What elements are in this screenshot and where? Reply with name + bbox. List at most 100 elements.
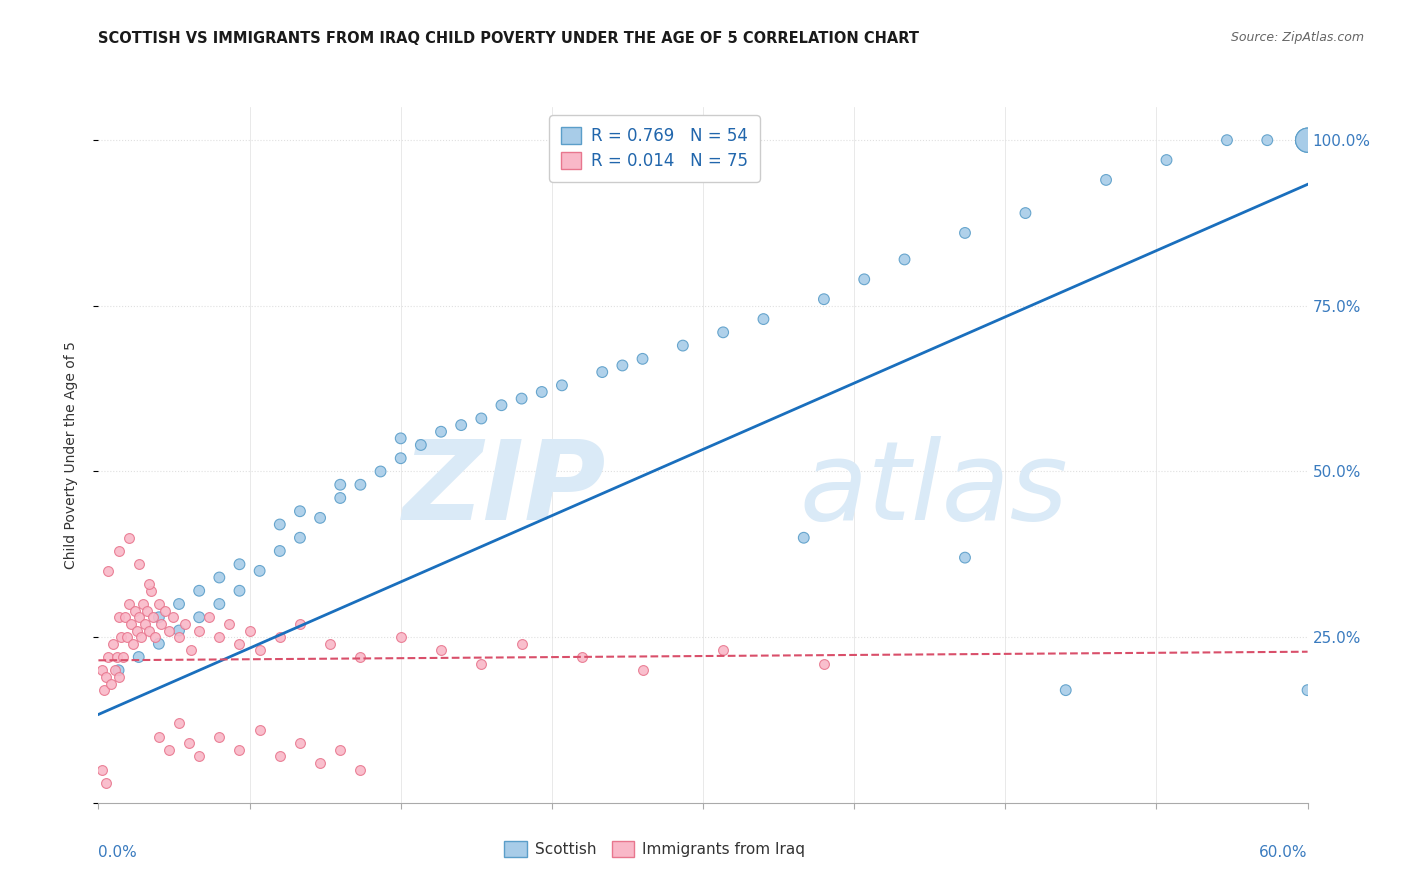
Point bbox=[228, 583, 250, 598]
Point bbox=[953, 550, 976, 565]
Point bbox=[107, 544, 129, 558]
Point bbox=[389, 431, 412, 445]
Point bbox=[167, 630, 190, 644]
Point bbox=[551, 378, 574, 392]
Text: ZIP: ZIP bbox=[402, 436, 606, 543]
Point bbox=[162, 610, 184, 624]
Point bbox=[409, 438, 432, 452]
Point bbox=[591, 365, 613, 379]
Point bbox=[149, 616, 172, 631]
Point bbox=[319, 637, 342, 651]
Point bbox=[249, 723, 271, 737]
Point bbox=[124, 604, 146, 618]
Point bbox=[91, 763, 114, 777]
Point bbox=[228, 558, 250, 572]
Point bbox=[107, 663, 129, 677]
Point bbox=[813, 657, 835, 671]
Point bbox=[329, 491, 352, 505]
Point bbox=[97, 564, 120, 578]
Point bbox=[1296, 133, 1319, 147]
Point bbox=[218, 616, 240, 631]
Point bbox=[143, 630, 166, 644]
Point bbox=[309, 511, 332, 525]
Point bbox=[115, 630, 138, 644]
Point bbox=[571, 650, 593, 665]
Point bbox=[167, 624, 190, 638]
Point bbox=[180, 643, 202, 657]
Point bbox=[138, 577, 160, 591]
Point bbox=[103, 663, 125, 677]
Point bbox=[430, 643, 453, 657]
Point bbox=[793, 531, 815, 545]
Point bbox=[93, 683, 115, 698]
Point bbox=[249, 564, 271, 578]
Point bbox=[288, 736, 311, 750]
Point bbox=[1095, 173, 1118, 187]
Point bbox=[1014, 206, 1036, 220]
Point bbox=[1296, 133, 1319, 147]
Point bbox=[96, 670, 118, 684]
Point bbox=[97, 650, 120, 665]
Point bbox=[167, 597, 190, 611]
Point bbox=[135, 604, 157, 618]
Point bbox=[208, 597, 231, 611]
Point bbox=[893, 252, 915, 267]
Point bbox=[228, 743, 250, 757]
Point bbox=[1296, 133, 1319, 147]
Point bbox=[91, 663, 114, 677]
Point bbox=[157, 743, 180, 757]
Point bbox=[711, 643, 734, 657]
Point bbox=[349, 763, 371, 777]
Point bbox=[1256, 133, 1278, 147]
Point bbox=[288, 531, 311, 545]
Point bbox=[129, 630, 152, 644]
Point bbox=[1296, 683, 1319, 698]
Point bbox=[450, 418, 472, 433]
Point bbox=[389, 451, 412, 466]
Point bbox=[470, 411, 492, 425]
Point bbox=[148, 637, 170, 651]
Point bbox=[208, 570, 231, 584]
Point bbox=[121, 637, 143, 651]
Point bbox=[288, 616, 311, 631]
Point bbox=[711, 326, 734, 340]
Point bbox=[329, 743, 352, 757]
Point bbox=[309, 756, 332, 770]
Point bbox=[114, 610, 136, 624]
Point bbox=[672, 338, 695, 352]
Point bbox=[249, 643, 271, 657]
Point bbox=[631, 663, 654, 677]
Point bbox=[188, 749, 211, 764]
Point bbox=[288, 504, 311, 518]
Point bbox=[111, 650, 134, 665]
Point bbox=[1216, 133, 1239, 147]
Point bbox=[349, 650, 371, 665]
Point bbox=[228, 637, 250, 651]
Point bbox=[430, 425, 453, 439]
Point bbox=[167, 716, 190, 731]
Point bbox=[139, 583, 162, 598]
Point bbox=[134, 616, 156, 631]
Point bbox=[198, 610, 221, 624]
Point bbox=[752, 312, 775, 326]
Point bbox=[105, 650, 128, 665]
Point bbox=[188, 583, 211, 598]
Point bbox=[631, 351, 654, 366]
Point bbox=[269, 749, 291, 764]
Point bbox=[148, 597, 170, 611]
Point bbox=[470, 657, 492, 671]
Point bbox=[370, 465, 392, 479]
Text: SCOTTISH VS IMMIGRANTS FROM IRAQ CHILD POVERTY UNDER THE AGE OF 5 CORRELATION CH: SCOTTISH VS IMMIGRANTS FROM IRAQ CHILD P… bbox=[98, 31, 920, 46]
Point bbox=[118, 531, 141, 545]
Point bbox=[510, 392, 533, 406]
Point bbox=[813, 292, 835, 306]
Point bbox=[329, 477, 352, 491]
Point bbox=[188, 610, 211, 624]
Point bbox=[208, 730, 231, 744]
Y-axis label: Child Poverty Under the Age of 5: Child Poverty Under the Age of 5 bbox=[63, 341, 77, 569]
Point bbox=[128, 650, 150, 665]
Point bbox=[510, 637, 533, 651]
Point bbox=[1156, 153, 1178, 167]
Point bbox=[239, 624, 262, 638]
Point bbox=[157, 624, 180, 638]
